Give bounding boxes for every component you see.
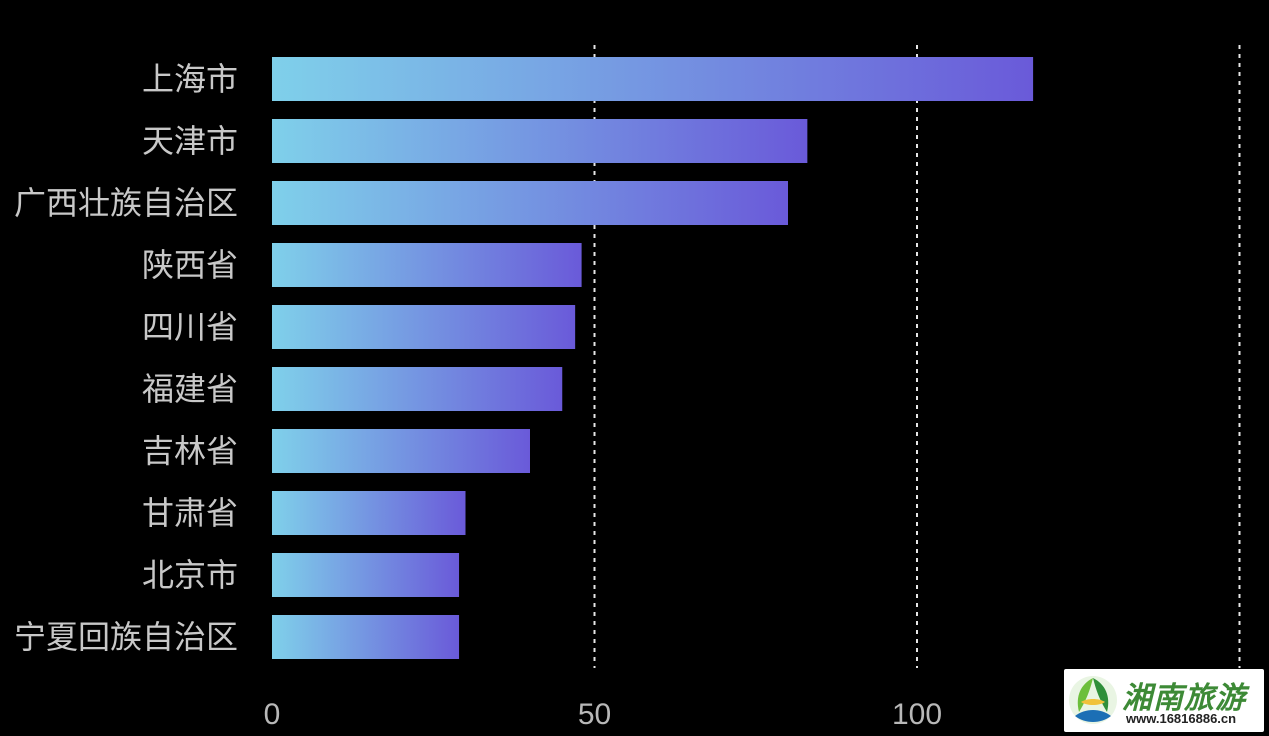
- category-label: 陕西省: [142, 246, 238, 284]
- bar: [272, 181, 788, 225]
- bars: [272, 57, 1034, 659]
- bar: [272, 491, 466, 535]
- bar: [272, 615, 460, 659]
- x-axis-tick-labels: 0 50 100: [264, 698, 942, 731]
- x-tick-label: 0: [264, 698, 281, 731]
- category-label: 上海市: [142, 60, 238, 98]
- category-label: 福建省: [142, 370, 238, 408]
- bar: [272, 119, 808, 163]
- bar: [272, 553, 460, 597]
- watermark: 湘南旅游 www.16816886.cn: [1064, 669, 1264, 732]
- x-tick-label: 100: [892, 698, 942, 731]
- category-label: 四川省: [142, 308, 238, 346]
- x-tick-label: 50: [578, 698, 611, 731]
- bar: [272, 243, 582, 287]
- category-label: 天津市: [142, 122, 238, 160]
- bar: [272, 367, 563, 411]
- category-label: 吉林省: [142, 432, 238, 470]
- category-label: 甘肃省: [142, 494, 238, 532]
- watermark-brand: 湘南旅游: [1122, 681, 1246, 716]
- category-label: 广西壮族自治区: [14, 184, 238, 222]
- bar: [272, 429, 530, 473]
- leaf-logo-icon: [1069, 676, 1117, 724]
- bar: [272, 305, 576, 349]
- category-label: 宁夏回族自治区: [14, 618, 238, 656]
- category-label: 北京市: [142, 556, 238, 594]
- watermark-url: www.16816886.cn: [1126, 711, 1237, 726]
- bar: [272, 57, 1034, 101]
